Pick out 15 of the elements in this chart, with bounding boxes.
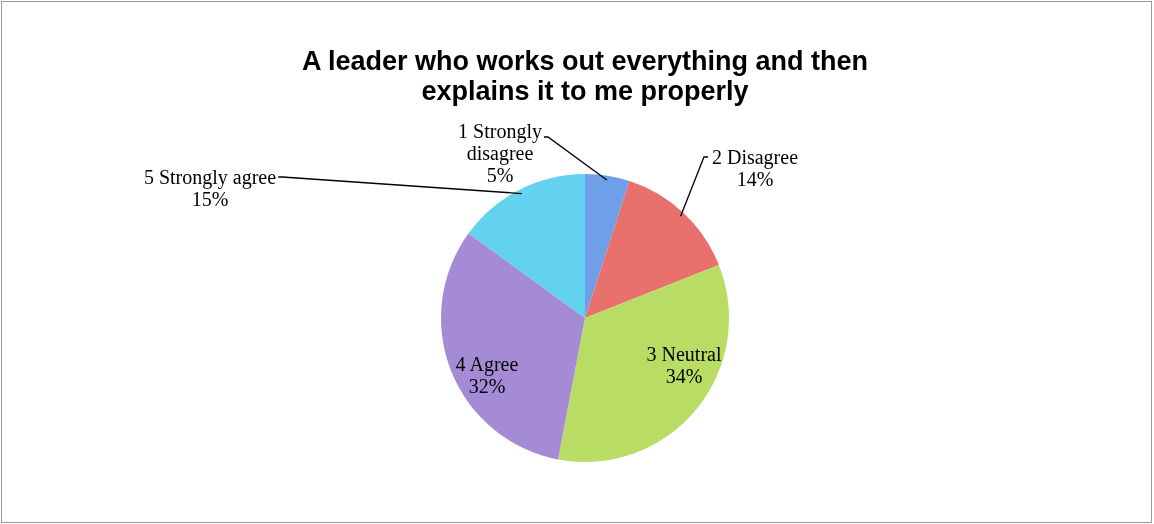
slice-label: 2 Disagree [711, 146, 799, 169]
pie-slice [585, 181, 719, 318]
data-label: 15% [191, 188, 229, 210]
chart-title: A leader who works out everything and then explains it to me properly [301, 46, 869, 106]
slice-label: 1 Strongly disagree [458, 120, 542, 165]
data-label: 34% [665, 365, 703, 387]
slice-label: 3 Neutral [646, 343, 722, 365]
slice-label: 4 Agree [455, 353, 519, 376]
pie-slice [441, 233, 585, 460]
data-label: 5% [486, 164, 514, 186]
slice-label: 5 Strongly agree [143, 166, 277, 189]
data-label: 32% [468, 375, 506, 397]
pie-slice [585, 174, 630, 318]
data-label: 14% [736, 168, 774, 190]
pie-slice [558, 264, 729, 462]
